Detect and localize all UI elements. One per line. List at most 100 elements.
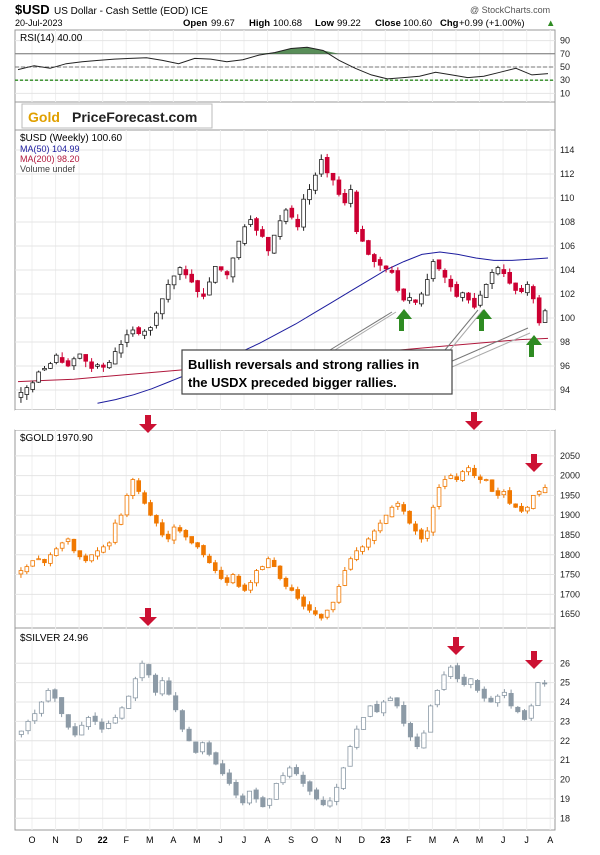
candle-body bbox=[521, 710, 528, 720]
candle-body bbox=[148, 502, 153, 516]
candle-body bbox=[477, 476, 483, 480]
candle-body bbox=[154, 515, 159, 524]
candle bbox=[95, 547, 100, 560]
candle bbox=[401, 701, 407, 727]
candle-body bbox=[79, 724, 85, 736]
candle bbox=[413, 521, 418, 535]
candle-body bbox=[224, 271, 230, 276]
candle bbox=[414, 733, 420, 750]
annotation-pointer-1b bbox=[334, 311, 397, 351]
candle bbox=[277, 214, 283, 240]
candle bbox=[320, 796, 326, 807]
candle-body bbox=[513, 282, 518, 291]
candle-body bbox=[454, 284, 460, 297]
candle bbox=[220, 759, 226, 776]
y-tick-label: 70 bbox=[560, 49, 570, 59]
candle-body bbox=[381, 701, 387, 714]
candle bbox=[448, 473, 454, 480]
candle bbox=[489, 479, 495, 493]
y-tick-label: 20 bbox=[560, 775, 570, 785]
candle bbox=[218, 266, 224, 272]
candle-body bbox=[354, 728, 360, 748]
candle-body bbox=[260, 797, 266, 808]
candle bbox=[413, 299, 418, 305]
candle bbox=[521, 708, 528, 721]
y-tick-label: 114 bbox=[560, 145, 574, 155]
candle-body bbox=[413, 299, 418, 303]
candle-body bbox=[489, 271, 495, 284]
candle bbox=[218, 566, 224, 581]
candle bbox=[466, 465, 471, 476]
candle bbox=[189, 536, 195, 545]
candle-body bbox=[142, 492, 147, 504]
candle-body bbox=[366, 240, 371, 255]
candle bbox=[42, 366, 47, 371]
x-tick-label: 22 bbox=[98, 835, 108, 845]
candle-body bbox=[525, 283, 530, 294]
candle bbox=[301, 194, 306, 231]
y-tick-label: 110 bbox=[560, 193, 574, 203]
candle-body bbox=[224, 577, 230, 583]
candle-body bbox=[421, 732, 427, 749]
candle bbox=[236, 240, 242, 260]
candle bbox=[347, 744, 353, 767]
candle-body bbox=[159, 522, 165, 536]
candle-body bbox=[324, 157, 330, 174]
candle-body bbox=[207, 281, 212, 296]
candle-body bbox=[348, 558, 354, 570]
low-label: Low bbox=[315, 18, 335, 29]
candle bbox=[83, 354, 89, 368]
y-tick-label: 2000 bbox=[560, 471, 580, 481]
candle-body bbox=[212, 265, 218, 283]
candle-body bbox=[377, 259, 383, 266]
candle-body bbox=[371, 254, 377, 262]
annotation-pointer-2b bbox=[449, 309, 484, 351]
high-value: 100.68 bbox=[273, 18, 302, 29]
candle bbox=[89, 554, 94, 563]
candle bbox=[59, 541, 65, 552]
candle bbox=[441, 671, 447, 691]
y-tick-label: 102 bbox=[560, 289, 575, 299]
candle bbox=[146, 663, 152, 678]
candle-body bbox=[52, 689, 58, 699]
candle-body bbox=[206, 742, 212, 755]
candle-body bbox=[124, 334, 130, 343]
candle bbox=[159, 677, 165, 697]
candle-body bbox=[283, 577, 289, 587]
candle bbox=[293, 764, 299, 776]
symbol-name: US Dollar - Cash Settle (EOD) ICE bbox=[54, 6, 208, 17]
candle-body bbox=[414, 736, 420, 747]
candle-body bbox=[253, 789, 259, 800]
x-tick-label: A bbox=[170, 835, 176, 845]
candle-body bbox=[507, 490, 513, 504]
candle-body bbox=[330, 172, 336, 181]
candle bbox=[448, 664, 454, 680]
x-tick-label: D bbox=[76, 835, 83, 845]
candle bbox=[136, 478, 142, 495]
candle bbox=[454, 281, 460, 298]
candle-body bbox=[38, 701, 45, 714]
candle bbox=[307, 184, 312, 205]
candle bbox=[519, 502, 524, 513]
candle-body bbox=[342, 193, 348, 204]
red-down-arrow-icon bbox=[465, 412, 483, 430]
candle bbox=[207, 277, 212, 296]
red-down-arrows bbox=[139, 412, 543, 669]
y-tick-label: 1750 bbox=[560, 570, 580, 580]
candle-body bbox=[360, 717, 367, 730]
low-value: 99.22 bbox=[337, 18, 361, 29]
y-tick-label: 18 bbox=[560, 813, 570, 823]
candle-body bbox=[519, 287, 524, 293]
candle-body bbox=[171, 275, 177, 286]
candle-body bbox=[242, 584, 248, 591]
candle-body bbox=[42, 367, 47, 371]
ohlc-readout: Open 99.67 High 100.68 Low 99.22 Close 1… bbox=[183, 18, 555, 29]
candle bbox=[130, 477, 136, 500]
usd-candles bbox=[18, 153, 548, 403]
candle-body bbox=[189, 273, 195, 283]
candle-body bbox=[126, 695, 132, 709]
candle bbox=[289, 205, 295, 220]
candle bbox=[148, 499, 153, 517]
candle bbox=[330, 172, 336, 186]
candle-body bbox=[442, 479, 448, 487]
